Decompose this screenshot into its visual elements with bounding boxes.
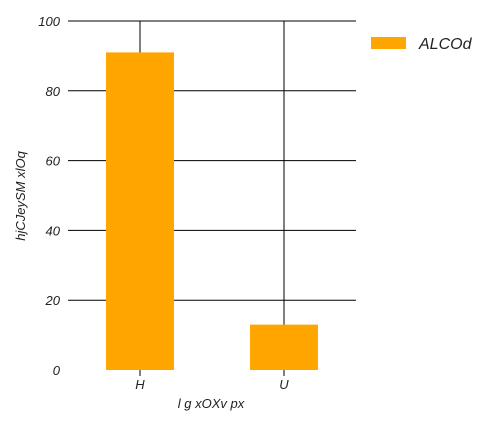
y-tick-label: 60	[46, 154, 61, 169]
y-tick-label: 0	[53, 363, 61, 378]
bars	[106, 52, 318, 370]
bar-u	[250, 324, 318, 370]
y-tick-label: 100	[38, 14, 60, 29]
legend-swatch-alcod	[371, 37, 406, 49]
y-axis-label: hjCJeySM xlOq	[13, 150, 28, 240]
y-tick-labels: 0 20 40 60 80 100	[38, 14, 60, 378]
x-axis-label: l g xOXv px	[178, 396, 245, 411]
x-tick-label: H	[135, 377, 145, 392]
legend: ALCOd	[371, 36, 473, 53]
legend-label-alcod: ALCOd	[418, 36, 473, 53]
y-tick-label: 40	[46, 223, 61, 238]
y-tick-label: 80	[46, 84, 61, 99]
y-tick-label: 20	[45, 293, 61, 308]
x-tick-label: U	[279, 377, 289, 392]
bar-h	[106, 52, 174, 370]
